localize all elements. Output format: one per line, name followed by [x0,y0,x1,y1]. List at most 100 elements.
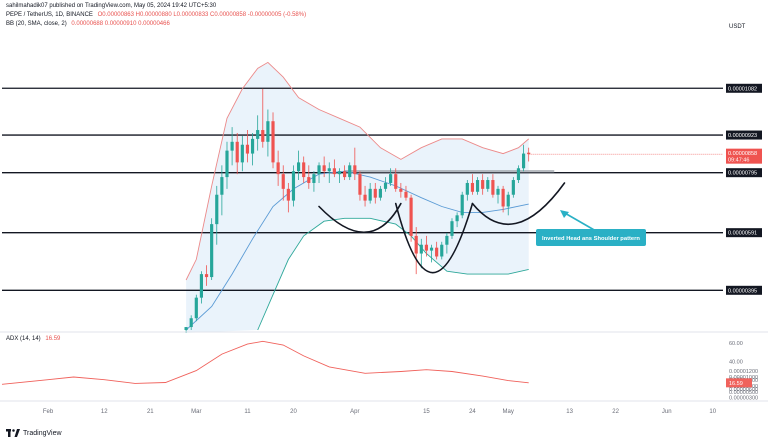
candle-body [302,162,306,178]
level-label-text: 0.00000395 [728,288,757,294]
x-tick-label: Mar [191,409,201,415]
x-tick-label: 20 [290,409,297,415]
symbol-text: PEPE / TetherUS, 1D, BINANCE [6,12,93,18]
brand-text: TradingView [23,429,62,437]
bb-upper-line [185,61,529,281]
candle-body [337,171,342,175]
adx-value: 16.59 [45,336,61,342]
candle-body [276,162,280,175]
candle-body [256,130,260,139]
candle-body [210,224,214,278]
x-tick-label: 21 [147,409,154,415]
y-tick-label: 0.00000500 [729,390,758,396]
candle-body [491,180,495,195]
candle-body [250,138,255,154]
candle-body [409,197,413,236]
candle-body [511,180,515,195]
candle-body [389,174,393,183]
candle-body [194,297,198,319]
candle-body [296,162,301,172]
candle-body [460,194,464,216]
level-label-box [726,168,762,178]
bb-basis-line [185,170,529,331]
x-tick-label: 10 [709,409,716,415]
candle-body [429,247,434,251]
footer-brand: TradingView [6,429,62,437]
adx-value-label: 16.59 [729,381,743,387]
y-tick-label: 0.00000600 [729,387,758,393]
level-label-text: 0.00000795 [728,171,757,177]
candle-body [368,188,372,201]
candle-body [230,141,234,151]
candle-body [363,194,367,201]
candle-body [281,174,285,189]
x-tick-label: 13 [566,409,573,415]
level-label-box [726,228,762,238]
tradingview-logo-icon [6,429,20,437]
adx-tick-label: 40.00 [729,359,743,365]
candle-body [343,171,347,178]
candle-body [404,191,408,198]
candle-body [322,165,326,172]
candle-body [516,168,521,181]
x-tick-label: 11 [244,409,251,415]
adx-label: ADX (14, 14) [6,336,41,342]
candle-body [414,235,418,254]
candle-body [317,165,321,175]
price-label-text: 0.00000858 [728,151,757,157]
candle-body [327,168,331,172]
annotation-arrow-line [562,211,597,232]
candle-body [445,235,449,245]
candle-body [332,168,336,175]
candle-body [261,130,265,142]
candle-body [271,121,275,163]
x-tick-label: May [503,409,514,415]
bb-band-fill [186,62,529,333]
level-label-box [726,130,762,140]
candle-body [440,244,444,257]
candle-body [527,152,531,155]
x-tick-label: Feb [43,409,54,415]
candle-body [184,327,188,330]
level-label-text: 0.00000923 [728,133,757,139]
adx-value-box [726,378,752,388]
candle-body [245,144,250,154]
bb-indicator-line: BB (20, SMA, close, 2) 0.00000688 0.0000… [6,21,170,27]
x-tick-label: 12 [101,409,108,415]
candle-body [225,150,229,178]
x-tick-label: Jun [662,409,672,415]
candle-body [496,188,500,195]
candle-body [358,174,362,195]
candle-body [383,182,388,189]
candle-body [353,165,357,175]
candle-body [240,144,244,163]
candle-body [424,244,429,251]
x-tick-label: Apr [350,409,359,415]
candle-body [435,247,439,257]
candle-body [348,165,352,178]
candle-body [475,180,480,192]
left-shoulder-curve [318,202,402,233]
currency-label: USDT [729,24,746,30]
level-label-text: 0.00001082 [728,86,757,92]
symbol-title: PEPE / TetherUS, 1D, BINANCE O0.00000863… [6,12,306,18]
candle-body [465,182,469,195]
publisher-line: sahilmahadik07 published on TradingView.… [6,3,217,9]
candle-body [521,153,526,169]
adx-indicator-line: ADX (14, 14) 16.59 [6,336,60,342]
bb-label: BB (20, SMA, close, 2) [6,21,67,27]
candle-body [307,177,311,183]
candle-body [199,274,204,298]
annotation-box [536,229,646,246]
level-label-box [726,83,762,93]
candle-body [501,188,505,207]
annotation-arrow-head [560,210,569,218]
candle-body [286,188,290,201]
candle-body [455,215,459,222]
y-tick-label: 0.00001000 [729,375,758,381]
candle-body [291,171,296,201]
candle-body [220,177,224,195]
candle-body [394,174,398,189]
ohlc-values: O0.00000863 H0.00000880 L0.00000833 C0.0… [97,12,307,18]
